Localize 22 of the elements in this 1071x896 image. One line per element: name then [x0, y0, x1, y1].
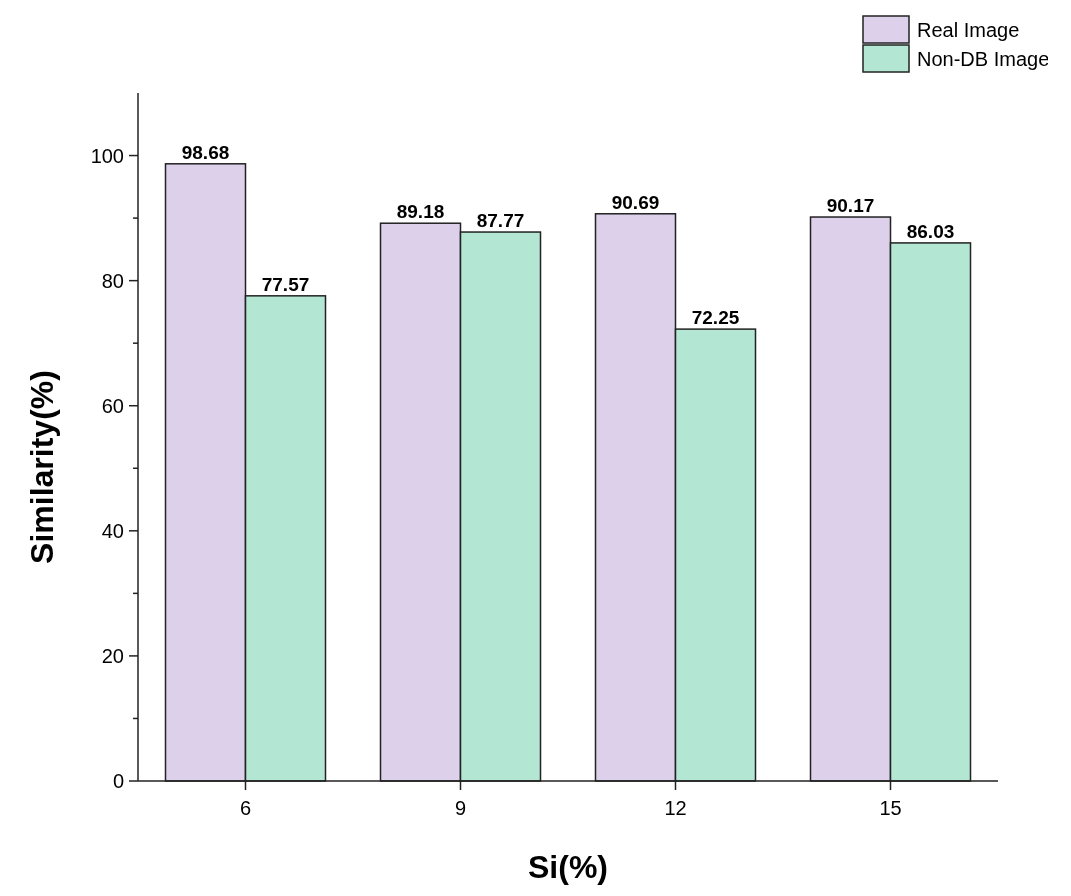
data-label: 98.68: [181, 141, 230, 163]
data-label: 86.03: [906, 220, 955, 242]
data-label: 87.77: [476, 210, 525, 232]
data-label: 77.57: [261, 273, 310, 295]
data-label: 90.69: [611, 191, 660, 213]
y-tick-label: 100: [90, 144, 124, 167]
data-label: 89.18: [396, 201, 445, 223]
y-tick-label: 40: [101, 519, 124, 542]
data-label: 72.25: [691, 307, 740, 329]
legend-label: Real Image: [917, 19, 1020, 41]
legend-label: Non-DB Image: [917, 48, 1050, 70]
y-tick-label: 0: [112, 770, 124, 792]
x-axis-title: Si(%): [528, 849, 608, 885]
x-tick-label: 12: [664, 797, 687, 819]
y-tick-label: 20: [101, 644, 124, 667]
x-tick-label: 6: [239, 797, 252, 819]
y-tick-label: 80: [101, 269, 124, 292]
data-label: 90.17: [826, 195, 875, 217]
y-axis-title: Similarity(%): [24, 370, 60, 564]
x-tick-label: 9: [454, 797, 467, 819]
x-tick-label: 15: [879, 797, 902, 819]
y-tick-label: 60: [101, 394, 124, 417]
